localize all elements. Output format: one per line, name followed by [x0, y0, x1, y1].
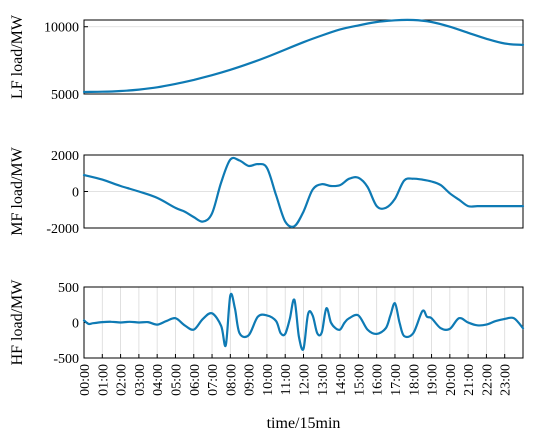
x-tick-label: 06:00 — [188, 364, 203, 396]
y-tick-label: 500 — [58, 281, 79, 296]
x-tick-label: 22:00 — [480, 364, 495, 396]
x-tick-label: 03:00 — [133, 364, 148, 396]
y-tick-label: 0 — [72, 186, 79, 201]
x-tick-label: 23:00 — [499, 364, 514, 396]
panel-1: 5000 10000 LF load/MW — [9, 14, 525, 103]
y-axis-label: LF load/MW — [9, 14, 26, 99]
x-tick-label: 09:00 — [243, 364, 258, 396]
y-tick-label: -500 — [53, 352, 79, 367]
x-tick-label: 14:00 — [334, 364, 349, 396]
x-tick-label: 16:00 — [371, 364, 386, 396]
panel-3: -500 0 500 HF load/MW 00:00 01:00 02:00 03:00 04… — [9, 279, 525, 432]
x-axis-label: time/15min — [267, 415, 341, 432]
panel-2: -2000 0 2000 MF load/MW — [9, 146, 525, 237]
y-tick-label: 2000 — [51, 149, 79, 164]
x-tick-label: 15:00 — [352, 364, 367, 396]
x-tick-label: 01:00 — [96, 364, 111, 396]
x-tick-label: 13:00 — [316, 364, 331, 396]
y-tick-label: 5000 — [51, 88, 79, 103]
x-tick-label: 04:00 — [151, 364, 166, 396]
x-tick-label: 08:00 — [224, 364, 239, 396]
y-axis-label: HF load/MW — [9, 279, 26, 366]
x-tick-label: 05:00 — [169, 364, 184, 396]
x-tick-label: 19:00 — [426, 364, 441, 396]
x-tick-label: 17:00 — [389, 364, 404, 396]
x-tick-label: 07:00 — [206, 364, 221, 396]
x-tick-label: 10:00 — [261, 364, 276, 396]
x-tick-label: 02:00 — [115, 364, 130, 396]
series-line-2 — [82, 156, 525, 228]
y-tick-label: 10000 — [44, 21, 79, 36]
x-tick-label: 11:00 — [279, 364, 294, 395]
y-tick-label: -2000 — [46, 222, 79, 237]
x-tick-label: 12:00 — [298, 364, 313, 396]
series-line-1 — [82, 18, 525, 94]
axes-frame — [83, 19, 524, 95]
y-tick-label: 0 — [72, 317, 79, 332]
x-tick-label: 21:00 — [462, 364, 477, 396]
series-line-3 — [82, 292, 525, 351]
y-axis-label: MF load/MW — [9, 146, 26, 235]
x-tick-label: 00:00 — [78, 364, 93, 396]
x-tick-label: 18:00 — [407, 364, 422, 396]
x-tick-label: 20:00 — [444, 364, 459, 396]
